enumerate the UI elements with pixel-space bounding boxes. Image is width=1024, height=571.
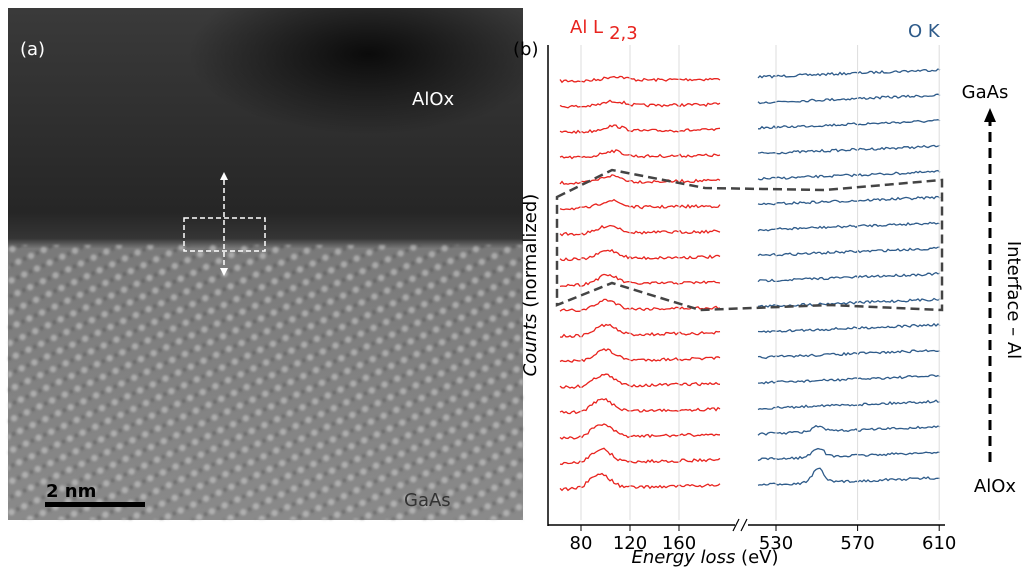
o-spectrum (757, 399, 941, 411)
panel-b: 610 570 530 160 120 80 (b) Al L 2,3 O K Counts… (513, 17, 1024, 568)
panel-label: (b) (513, 39, 538, 60)
o-spectrum (758, 374, 941, 385)
o-spectrum (757, 271, 941, 283)
al-spectrum (559, 348, 721, 363)
al-spectrum (559, 75, 721, 84)
o-spectrum (757, 68, 941, 79)
al-spectrum (559, 472, 721, 492)
scale-bar-label: 2 nm (46, 481, 96, 502)
o-spectrum (757, 467, 940, 486)
o-spectrum (757, 246, 941, 257)
x-tick-label: 530 (759, 533, 793, 554)
o-spectrum (757, 195, 941, 206)
o-spectrum (757, 322, 941, 334)
arrow-label: Interface – Al (1003, 241, 1024, 359)
arrow-label-bottom: AlOx (974, 476, 1016, 497)
region-label: GaAs (404, 490, 451, 511)
al-spectrum (559, 248, 721, 262)
edge-subscript: 2,3 (609, 23, 638, 44)
al-spectrum (559, 99, 721, 109)
o-spectrum (757, 424, 941, 436)
al-spectrum (559, 224, 721, 237)
y-axis-label-rest: (normalized) (520, 194, 541, 314)
al-spectrum (559, 124, 721, 135)
x-axis-label: Energy loss (eV) (632, 547, 779, 568)
panel-label: (a) (20, 39, 45, 60)
o-spectrum (758, 119, 941, 130)
region-label: AlOx (412, 89, 454, 110)
x-tick-label: 610 (922, 533, 956, 554)
x-tick-label: 120 (613, 533, 647, 554)
tem-dark-region (8, 8, 523, 238)
edge-label: O K (908, 21, 941, 42)
axis-break (732, 518, 748, 532)
panel-a: (a) AlOx GaAs 2 nm (8, 8, 523, 520)
o-spectrum (757, 93, 941, 105)
al-spectrum (559, 298, 721, 313)
o-spectrum (757, 349, 941, 360)
al-spectrum (559, 397, 721, 415)
al-spectrum (559, 174, 721, 185)
y-axis-label-italic: Counts (520, 313, 541, 376)
scale-bar (45, 502, 145, 507)
o-spectrum (757, 221, 941, 232)
al-spectrum (559, 273, 721, 288)
o-spectrum (757, 144, 941, 155)
arrow-label-top: GaAs (962, 82, 1009, 103)
al-spectrum (559, 198, 721, 211)
al-spectrum (559, 149, 721, 160)
edge-name: Al L (570, 17, 603, 38)
interface-box (555, 168, 944, 312)
o-spectrum (757, 447, 941, 462)
o-spectrum (757, 169, 941, 181)
edge-label: Al L 2,3 (570, 17, 638, 44)
x-tick-label: 80 (570, 533, 593, 554)
x-axis-label-italic: Energy loss (632, 547, 736, 568)
roi-box (183, 217, 266, 252)
arrowhead (984, 108, 996, 122)
y-axis-label: Counts (normalized) (520, 194, 541, 377)
al-spectrum (559, 447, 721, 466)
al-spectrum (559, 423, 720, 440)
al-spectrum (559, 373, 721, 389)
x-tick-label: 570 (840, 533, 874, 554)
al-spectrum (559, 323, 721, 338)
x-tick-label: 160 (662, 533, 696, 554)
x-axis-label-rest: (eV) (735, 547, 778, 568)
tem-lattice (8, 245, 523, 520)
